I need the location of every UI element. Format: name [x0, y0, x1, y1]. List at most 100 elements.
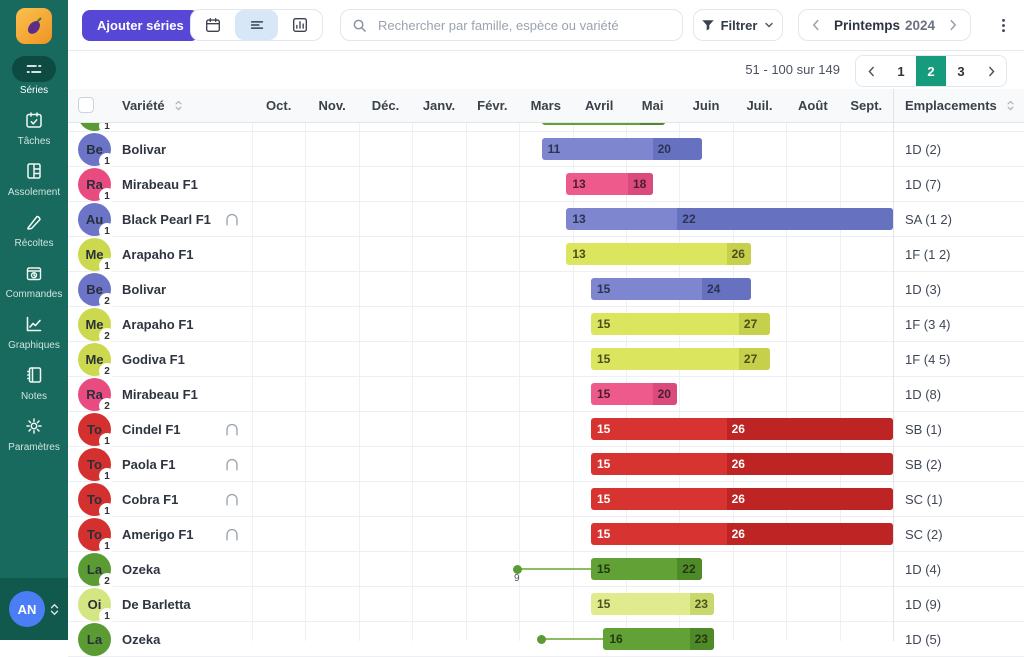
series-gantt-bar[interactable]: 15 26: [590, 523, 893, 545]
tunnel-icon: [223, 210, 241, 228]
more-options-button[interactable]: [990, 9, 1016, 41]
series-number-badge: 1: [99, 153, 115, 169]
bar-start-week-label: 16: [609, 632, 623, 646]
table-row[interactable]: Me 1 Arapaho F1 13 26 1F (1 2): [68, 237, 1024, 274]
variety-name: Mirabeau F1: [122, 387, 198, 402]
series-gantt-bar[interactable]: 15 27: [590, 313, 770, 335]
harvest-week-label: 22: [682, 212, 696, 226]
sidebar-item-taches[interactable]: Tâches: [0, 107, 68, 158]
filter-button[interactable]: Filtrer: [693, 9, 783, 41]
series-gantt-bar[interactable]: 11 20: [541, 138, 702, 160]
month-header-dec: Déc.: [371, 98, 400, 113]
sidebar-item-recoltes[interactable]: Récoltes: [0, 209, 68, 260]
species-avatar: Be 2: [78, 273, 115, 309]
sidebar-item-label: Récoltes: [14, 238, 54, 249]
column-separator: [893, 89, 894, 641]
sidebar-item-parametres[interactable]: Paramètres: [0, 413, 68, 464]
user-menu[interactable]: AN: [0, 578, 68, 640]
avatar: AN: [9, 591, 45, 627]
nursery-week-label: 9: [514, 573, 520, 584]
series-gantt-bar[interactable]: 15 26: [590, 453, 893, 475]
series-gantt-bar[interactable]: 15 20: [590, 383, 678, 405]
season-next-button[interactable]: [946, 18, 960, 32]
pagination-prev-button[interactable]: [856, 56, 886, 86]
series-gantt-bar[interactable]: [541, 123, 665, 125]
row-content: Oi 1 De Barletta 15 23 1D (9): [68, 587, 1024, 624]
series-number-badge: 2: [99, 328, 115, 344]
pagination-page-3[interactable]: 3: [957, 63, 965, 79]
series-gantt-bar[interactable]: 13 26: [566, 243, 752, 265]
tunnel-icon: [223, 455, 241, 473]
table-row[interactable]: Oi 1 De Barletta 15 23 1D (9): [68, 587, 1024, 624]
sidebar-item-commandes[interactable]: Commandes: [0, 260, 68, 311]
series-gantt-bar[interactable]: 15 22: [590, 558, 702, 580]
sidebar-item-graphiques[interactable]: Graphiques: [0, 311, 68, 362]
table-row[interactable]: To 1 Amerigo F1 15 26 SC (2): [68, 517, 1024, 554]
harvest-week-label: 26: [731, 247, 745, 261]
species-avatar: Ra 2: [78, 378, 115, 414]
table-row[interactable]: La 2 Ozeka 9 15 22 1D (4): [68, 552, 1024, 589]
harvest-segment: 23: [689, 628, 715, 650]
series-number-badge: 2: [99, 573, 115, 589]
series-gantt-bar[interactable]: 15 27: [590, 348, 770, 370]
bar-start-week-label: 15: [596, 457, 611, 471]
table-row[interactable]: Ra 2 Mirabeau F1 15 20 1D (8): [68, 377, 1024, 414]
series-number-badge: 1: [99, 123, 115, 131]
series-gantt-bar[interactable]: 15 26: [590, 418, 893, 440]
table-row[interactable]: Be 1 Bolivar 11 20 1D (2): [68, 132, 1024, 169]
emplacements-column-header[interactable]: Emplacements: [905, 89, 1017, 122]
harvest-week-label: 27: [743, 352, 758, 366]
season-prev-button[interactable]: [809, 18, 823, 32]
chart-icon: [291, 16, 309, 34]
table-row[interactable]: 1: [68, 123, 1024, 132]
table-row[interactable]: Me 2 Arapaho F1 15 27 1F (3 4): [68, 307, 1024, 344]
sidebar-item-assolement[interactable]: Assolement: [0, 158, 68, 209]
table-row[interactable]: To 1 Cobra F1 15 26 SC (1): [68, 482, 1024, 519]
app-logo[interactable]: [16, 8, 52, 44]
series-gantt-bar[interactable]: 15 26: [590, 488, 893, 510]
pagination-page-2[interactable]: 2: [916, 56, 946, 86]
chevron-down-icon: [763, 19, 775, 31]
variety-name: Black Pearl F1: [122, 212, 211, 227]
emplacement-label: 1D (7): [905, 177, 942, 192]
bar-start-week-label: 15: [596, 352, 611, 366]
search-input[interactable]: [376, 16, 671, 34]
series-gantt-bar[interactable]: 13 18: [566, 173, 653, 195]
sidebar-item-series[interactable]: Séries: [0, 56, 68, 107]
series-gantt-bar[interactable]: 15 23: [590, 593, 715, 615]
emplacement-label: 1F (4 5): [905, 352, 951, 367]
harvest-segment: 23: [689, 593, 715, 615]
filter-label: Filtrer: [720, 17, 758, 33]
view-toggle-calendar[interactable]: [191, 10, 235, 40]
bar-start-week-label: 13: [572, 212, 586, 226]
table-row[interactable]: To 1 Paola F1 15 26 SB (2): [68, 447, 1024, 484]
harvest-segment: 20: [652, 383, 678, 405]
row-content: La 2 Ozeka 9 15 22 1D (4): [68, 552, 1024, 589]
table-row[interactable]: Ra 1 Mirabeau F1 13 18 1D (7): [68, 167, 1024, 204]
pagination-next-button[interactable]: [976, 56, 1006, 86]
variety-column-header[interactable]: Variété: [122, 89, 185, 122]
variety-name: Arapaho F1: [122, 247, 194, 262]
emplacement-label: SB (1): [905, 422, 942, 437]
series-gantt-bar[interactable]: 15 24: [590, 278, 752, 300]
table-row[interactable]: Au 1 Black Pearl F1 13 22 SA (1 2): [68, 202, 1024, 239]
table-row[interactable]: Me 2 Godiva F1 15 27 1F (4 5): [68, 342, 1024, 379]
toolbar: Ajouter séries Filtrer: [68, 0, 1024, 51]
table-row[interactable]: Be 2 Bolivar 15 24 1D (3): [68, 272, 1024, 309]
table-row[interactable]: To 1 Cindel F1 15 26 SB (1): [68, 412, 1024, 449]
sidebar-item-label: Commandes: [5, 289, 63, 300]
view-toggle-list[interactable]: [234, 10, 279, 40]
select-all-checkbox[interactable]: [78, 97, 94, 113]
pagination-page-1[interactable]: 1: [897, 63, 905, 79]
harvest-week-label: 22: [682, 562, 696, 576]
search-icon: [352, 18, 367, 33]
view-toggle-chart[interactable]: [278, 10, 322, 40]
series-gantt-bar[interactable]: 13 22: [566, 208, 893, 230]
species-avatar: 1: [78, 123, 115, 131]
series-gantt-bar[interactable]: 16 23: [603, 628, 715, 650]
variety-name: De Barletta: [122, 597, 191, 612]
sidebar-item-notes[interactable]: Notes: [0, 362, 68, 413]
add-series-button[interactable]: Ajouter séries: [82, 10, 199, 41]
month-header-mai: Mai: [641, 98, 664, 113]
